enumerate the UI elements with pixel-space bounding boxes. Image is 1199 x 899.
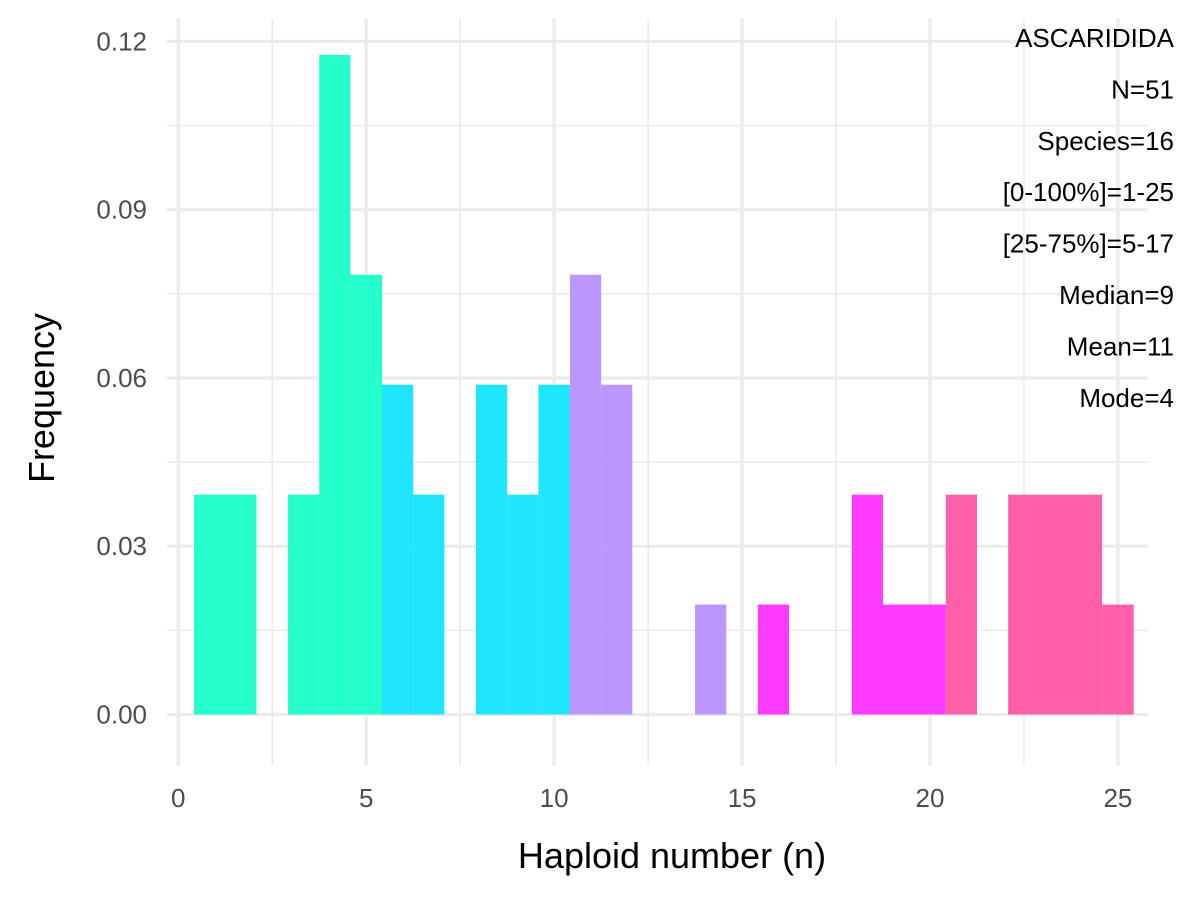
summary-annotation: N=51 bbox=[1111, 74, 1174, 104]
y-tick-label: 0.06 bbox=[96, 363, 147, 393]
histogram-bar bbox=[695, 604, 727, 715]
x-axis-title: Haploid number (n) bbox=[518, 835, 826, 876]
histogram-bar bbox=[381, 384, 414, 715]
summary-annotation: Median=9 bbox=[1059, 280, 1174, 310]
histogram-bar bbox=[569, 274, 602, 715]
histogram-bar bbox=[601, 384, 633, 715]
summary-annotation: Species=16 bbox=[1037, 126, 1174, 156]
x-tick-label: 10 bbox=[540, 783, 569, 813]
summary-annotation: Mean=11 bbox=[1067, 331, 1174, 361]
histogram-bar bbox=[194, 494, 257, 715]
x-axis-tick-labels: 0 5 10 15 20 25 bbox=[171, 783, 1132, 813]
histogram-bar bbox=[1102, 604, 1134, 715]
histogram-bars bbox=[194, 54, 1134, 715]
summary-annotation: Mode=4 bbox=[1079, 383, 1174, 413]
x-tick-label: 0 bbox=[171, 783, 185, 813]
histogram-bar bbox=[945, 494, 977, 715]
histogram-bar bbox=[288, 494, 320, 715]
x-tick-label: 25 bbox=[1103, 783, 1132, 813]
histogram-bar bbox=[350, 274, 382, 715]
x-tick-label: 5 bbox=[359, 783, 373, 813]
summary-annotation: ASCARIDIDA bbox=[1015, 23, 1175, 53]
y-axis-tick-labels: 0.00 0.03 0.06 0.09 0.12 bbox=[96, 26, 147, 729]
histogram-bar bbox=[413, 494, 445, 715]
histogram-bar bbox=[1008, 494, 1103, 715]
histogram-bar bbox=[883, 604, 946, 715]
x-tick-label: 15 bbox=[728, 783, 757, 813]
summary-annotation: [25-75%]=5-17 bbox=[1003, 229, 1174, 259]
histogram-bar bbox=[475, 384, 508, 715]
y-tick-label: 0.03 bbox=[96, 531, 147, 561]
summary-annotation: [0-100%]=1-25 bbox=[1003, 177, 1174, 207]
histogram-bar bbox=[319, 54, 351, 715]
histogram-bar bbox=[851, 494, 884, 715]
y-tick-label: 0.00 bbox=[96, 700, 147, 730]
histogram-bar bbox=[757, 604, 790, 715]
histogram-bar bbox=[507, 494, 539, 715]
summary-annotations: ASCARIDIDA N=51 Species=16 [0-100%]=1-25 [25… bbox=[1003, 23, 1175, 413]
y-tick-label: 0.12 bbox=[96, 26, 147, 56]
y-axis-title: Frequency bbox=[21, 313, 62, 483]
histogram-bar bbox=[538, 384, 570, 715]
y-tick-label: 0.09 bbox=[96, 195, 147, 225]
x-tick-label: 20 bbox=[916, 783, 945, 813]
